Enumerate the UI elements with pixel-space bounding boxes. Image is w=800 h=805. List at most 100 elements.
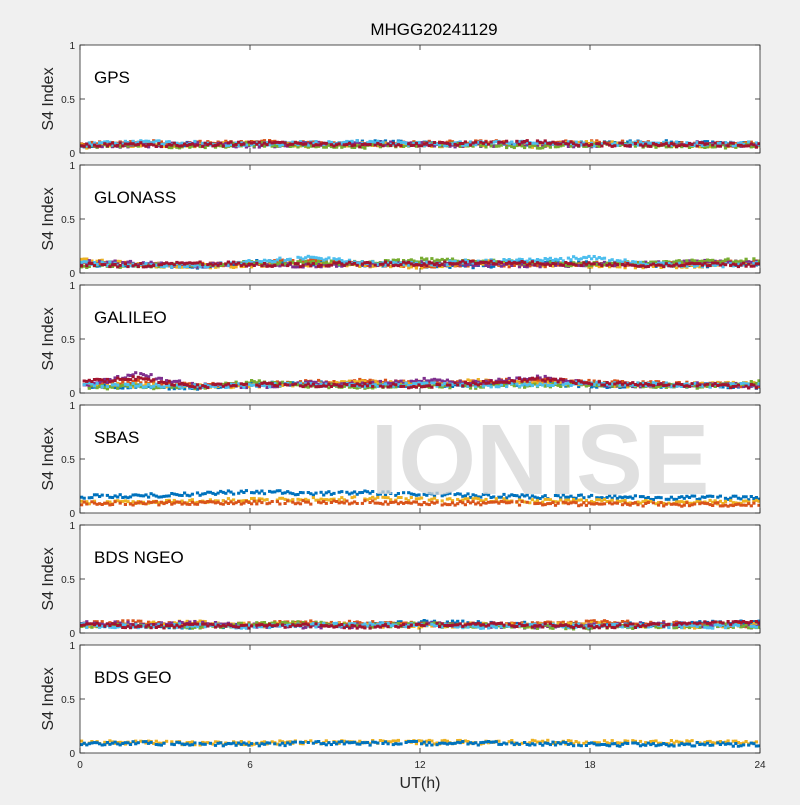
data-point [219,262,222,265]
data-point [629,144,632,147]
data-point [438,383,441,386]
data-point [229,141,232,144]
data-point [245,489,248,492]
data-point [124,262,127,265]
data-point [173,384,176,387]
data-point [531,260,534,263]
data-point [222,145,225,148]
data-point [137,265,140,268]
data-point [88,145,91,148]
data-point [168,380,171,383]
data-point [369,143,372,146]
data-point [286,384,289,387]
data-point [430,386,433,389]
panel-label: GALILEO [94,308,167,327]
y-axis-label: S4 Index [40,67,57,130]
data-point [598,380,601,383]
data-point [448,143,451,146]
data-point [456,384,459,387]
panel-label: GLONASS [94,188,176,207]
y-axis-label: S4 Index [40,307,57,370]
data-point [549,146,552,149]
data-point [698,383,701,386]
data-point [219,142,222,145]
data-point [294,382,297,385]
data-point [425,265,428,268]
data-point [152,264,155,267]
y-tick-label: 0.5 [61,215,75,226]
data-point [150,373,153,376]
data-point [289,258,292,261]
data-point [338,142,341,145]
data-point [714,142,717,145]
data-point [258,141,261,144]
data-point [384,260,387,263]
data-point [569,258,572,261]
y-tick-label: 1 [69,161,75,172]
data-point [611,264,614,267]
data-point [178,265,181,268]
data-point [721,142,724,145]
data-point [139,262,142,265]
data-point [616,263,619,266]
data-point [634,261,637,264]
data-point [691,143,694,146]
data-point [593,262,596,265]
data-point [526,139,529,142]
data-point [474,141,477,144]
data-point [155,145,158,148]
data-point [273,264,276,267]
data-point [139,383,142,386]
data-point [528,142,531,145]
data-point [706,383,709,386]
data-point [448,384,451,387]
data-point [289,262,292,265]
data-point [119,141,122,144]
data-point [392,142,395,145]
data-point [129,386,132,389]
data-point [371,385,374,388]
data-point [652,384,655,387]
data-point [745,258,748,261]
data-point [667,383,670,386]
data-point [575,264,578,267]
data-point [132,382,135,385]
data-point [443,261,446,264]
data-point [752,384,755,387]
data-point [320,264,323,267]
data-point [111,142,114,145]
data-point [490,141,493,144]
data-point [340,385,343,388]
data-point [278,257,281,260]
data-point [461,384,464,387]
data-point [206,386,209,389]
data-point [389,261,392,264]
data-point [168,140,171,143]
data-point [727,258,730,261]
data-point [369,262,372,265]
data-point [119,264,122,267]
data-point [505,140,508,143]
data-point [96,382,99,385]
data-point [281,263,284,266]
data-point [309,141,312,144]
data-point [541,384,544,387]
data-point [513,380,516,383]
y-tick-label: 1 [69,41,75,52]
data-point [696,145,699,148]
data-point [590,383,593,386]
data-point [147,496,150,499]
data-point [490,385,493,388]
data-point [345,383,348,386]
data-point [157,142,160,145]
data-point [134,371,137,374]
data-point [742,262,745,265]
data-point [325,142,328,145]
data-point [296,262,299,265]
data-point [119,493,122,496]
data-point [232,493,235,496]
data-point [587,379,590,382]
